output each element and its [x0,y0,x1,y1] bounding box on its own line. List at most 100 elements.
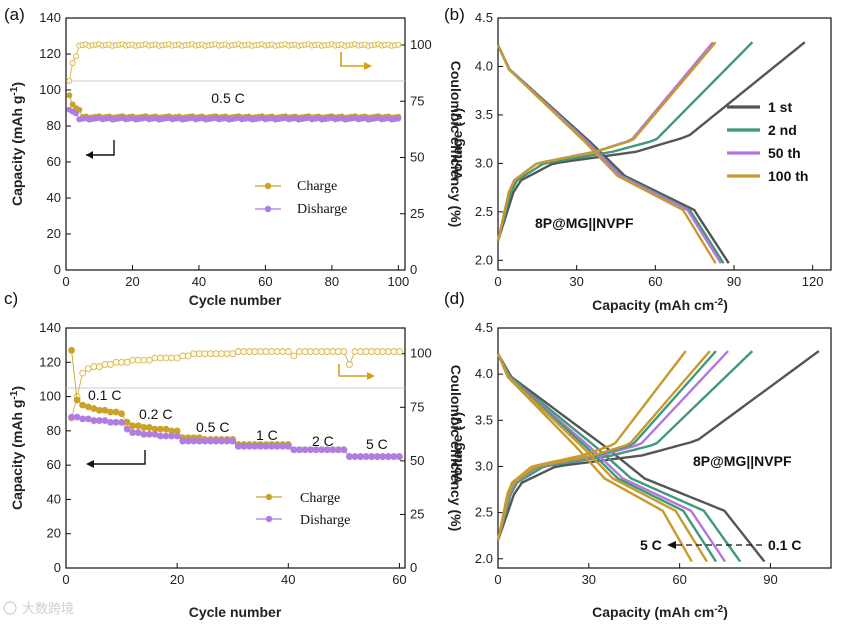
discharge-point [301,446,309,454]
panel-a-arrowhead-capacity [86,151,93,159]
discharge-point [168,432,175,440]
discharge-point [290,446,298,454]
panel-a-arrow-capacity [86,140,115,156]
discharge-point [229,437,237,445]
ce-point [123,358,131,366]
rate-label-1c: 1 C [256,427,278,443]
charge-point [134,422,142,430]
legend-c-discharge-label: Disharge [300,513,350,528]
discharge-point [112,418,120,426]
y-tick-label-3.5: 3.5 [475,107,493,122]
ce-point [373,348,381,355]
x-tick-label-60: 60 [258,274,272,289]
y-tick-label-80: 80 [47,423,61,438]
panel-c: c) 0 20 40 60 0 20 40 60 80 100 120 140 0 25 50 75 100 C… [4,289,464,620]
legend-c-charge-marker [265,493,273,501]
discharge-point [296,446,303,454]
charge-curve-2C [496,350,711,541]
ce-point [279,348,287,355]
ce-point [351,348,359,355]
ce-point [323,348,331,355]
ce-point [190,350,198,358]
discharge-curve-0_5C [496,353,727,563]
discharge-point [195,437,203,445]
ce-point [329,348,337,355]
legend-100th-label: 100 th [768,168,808,184]
panel-d-xlabel-end: ) [723,604,728,620]
charge-point [118,410,125,418]
y-tick-label-4.0: 4.0 [475,58,493,73]
ce-point [184,352,192,360]
ce-point [201,350,209,358]
ce-point [229,350,237,358]
charge-point [90,405,98,412]
discharge-point [72,110,79,117]
panel-b-annotation: 8P@MG||NVPF [535,215,634,231]
panel-b-legend: 1 st 2 nd 50 th 100 th [727,99,808,184]
ce-point [79,369,87,377]
discharge-point [145,430,153,438]
legend-2nd-label: 2 nd [768,122,797,138]
y2-tick-label-50: 50 [410,453,424,468]
panel-b-marks [496,41,806,264]
legend-charge-label: Charge [297,179,337,194]
ce-point [168,354,175,362]
y2-tick-label-100: 100 [410,37,432,52]
panel-a-ylabel-end: ) [9,82,25,87]
charge-point [101,406,109,414]
discharge-point [373,453,381,460]
y-tick-label-2.0: 2.0 [475,252,493,267]
panel-a-ylabel: Capacity (mAh g-1) [9,82,25,206]
ce-point [362,348,370,355]
discharge-point [201,437,209,445]
discharge-point [140,430,148,438]
y-tick-label-60: 60 [47,457,61,472]
x-tick-label-100: 100 [388,274,410,289]
charge-point [107,408,114,416]
panel-c-y2label: Coulombic efficiency (%) [448,365,464,531]
x-tick-label-90: 90 [763,572,777,587]
ce-point [312,348,320,355]
discharge-curve-5C [496,353,693,563]
panel-a-annotation: 0.5 C [211,90,244,106]
panel-d-marks [496,350,820,563]
y-tick-label-120: 120 [39,46,61,61]
ce-point [268,348,276,355]
ce-point [101,361,109,368]
charge-point [157,425,164,433]
legend-50th-label: 50 th [768,145,801,161]
y-tick-label-40: 40 [47,491,61,506]
y2-tick-label-75: 75 [410,399,424,414]
charge-curve-5C [496,350,687,541]
x-tick-label-0: 0 [494,274,501,289]
panel-a-marks [66,41,405,123]
ce-point [129,356,137,364]
panel-b-ylabel: Voltage (V) [449,108,465,180]
panel-c-arrowhead-ce [367,372,375,380]
panel-b-xlabel-sup: -2 [714,297,723,308]
x-tick-label-30: 30 [582,572,596,587]
charge-point [68,346,75,354]
charge-point [112,408,120,416]
discharge-point [157,432,164,440]
charge-point [76,106,83,113]
x-tick-label-60: 60 [672,572,686,587]
charge-curve-2nd [496,41,754,242]
panel-c-ylabel-end: ) [9,386,25,391]
discharge-point [384,453,392,460]
legend-discharge-label: Disharge [297,202,347,217]
ce-point [251,348,259,355]
charge-point [69,101,76,108]
panel-c-rate-labels: 0.1 C 0.2 C 0.5 C 1 C 2 C 5 C [88,387,388,452]
y-tick-label-100: 100 [39,389,61,404]
x-tick-label-40: 40 [281,572,295,587]
discharge-point [107,418,114,426]
panel-d: (d) 0 30 60 90 2.0 2.5 3.0 3.5 4.0 4.5 Capacity (… [444,289,832,620]
panel-c-arrow-capacity [88,450,146,465]
panel-a-ylabel-sup: -1 [9,86,20,95]
y-tick-label-3.0: 3.0 [475,155,493,170]
rate-label-0.5c: 0.5 C [196,419,229,435]
x-tick-label-20: 20 [170,572,184,587]
